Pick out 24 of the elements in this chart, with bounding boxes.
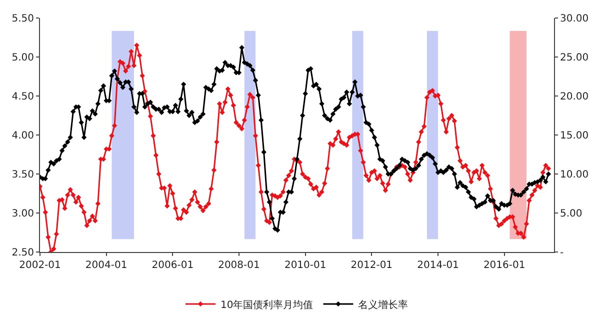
y-tick-label: 3.00: [12, 208, 34, 220]
x-tick-label: 2014-01: [417, 260, 459, 271]
x-tick-label: 2016-01: [483, 260, 526, 271]
x-tick-label: 2006-01: [152, 260, 194, 271]
y2-tick-label: 5.00: [560, 208, 582, 220]
y-tick-label: 2.50: [12, 248, 34, 258]
y-tick-label: 4.00: [12, 130, 34, 142]
x-tick-label: 2010-01: [284, 260, 326, 271]
x-tick-label: 2008-01: [218, 260, 260, 271]
y2-tick-label: 15.00: [560, 130, 589, 142]
y2-tick-label: 20.00: [560, 92, 589, 102]
y2-tick-label: 10.00: [560, 170, 589, 180]
legend-label: 名义增长率: [358, 298, 408, 311]
y-tick-label: 5.50: [12, 14, 34, 24]
x-tick-label: 2012-01: [350, 260, 393, 271]
y-tick-label: 4.50: [12, 92, 34, 102]
x-tick-label: 2004-01: [85, 260, 128, 271]
x-tick-label: 2002-01: [19, 260, 61, 271]
y2-tick-label: 30.00: [560, 14, 589, 24]
y2-tick-label: -: [560, 248, 564, 258]
y-tick-label: 3.50: [12, 170, 34, 180]
y-tick-label: 5.00: [12, 52, 34, 64]
y2-tick-label: 25.00: [560, 52, 589, 64]
legend-label: 10年国债利率月均值: [220, 298, 314, 311]
